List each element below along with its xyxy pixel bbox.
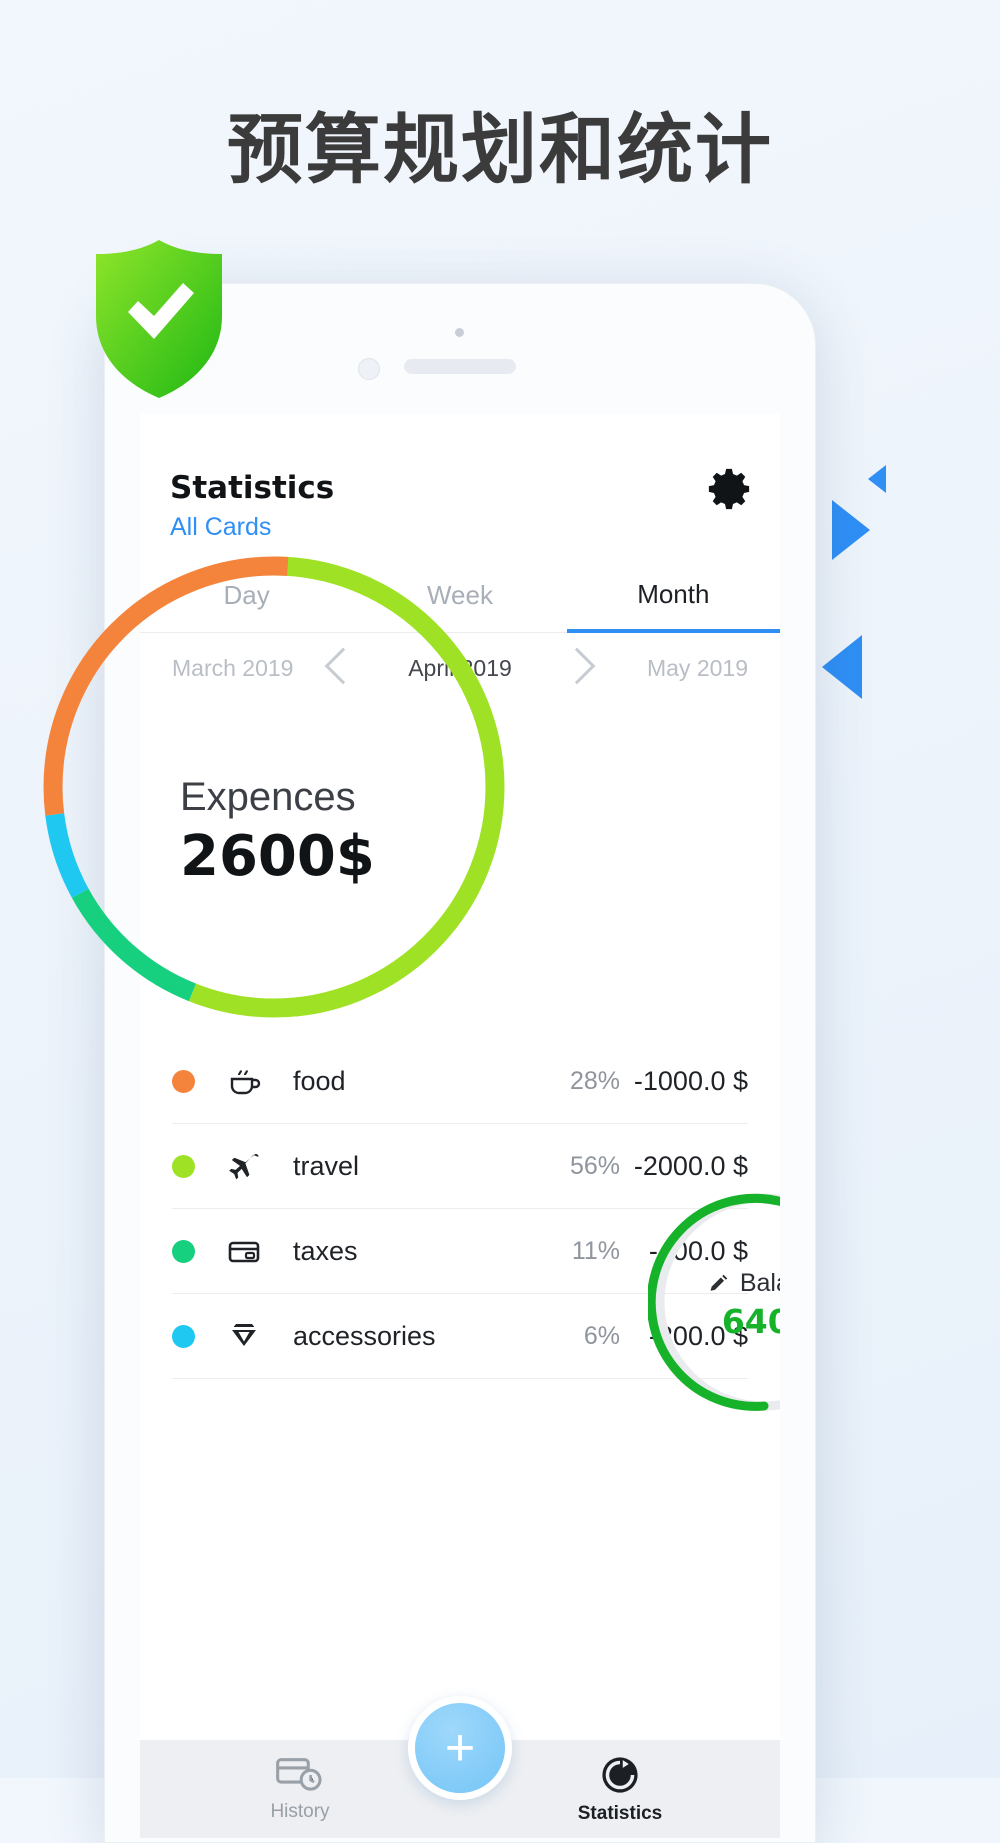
list-item[interactable]: travel 56% -2000.0 $	[172, 1124, 748, 1209]
category-color-dot	[172, 1069, 195, 1093]
balance-label: Balance	[739, 1269, 780, 1297]
arrow-right-small-icon	[868, 465, 886, 493]
page-title-statistics: Statistics	[170, 470, 335, 506]
bottom-nav-history-label: History	[270, 1801, 330, 1822]
category-name: food	[293, 1065, 346, 1096]
bottom-nav-statistics-label: Statistics	[577, 1803, 663, 1824]
credit-card-icon	[221, 1231, 267, 1271]
history-card-icon	[276, 1758, 322, 1791]
phone-camera-icon	[358, 358, 380, 380]
category-amount: -2000.0 $	[633, 1150, 748, 1181]
category-percent: 28%	[569, 1066, 620, 1095]
airplane-icon	[221, 1146, 267, 1186]
balance-value: 6400 $	[721, 1302, 780, 1341]
plus-icon: +	[444, 1719, 476, 1777]
list-item[interactable]: food 28% -1000.0 $	[172, 1039, 748, 1124]
category-color-dot	[172, 1324, 195, 1348]
arrow-left-icon	[822, 635, 862, 699]
statistics-icon	[602, 1757, 638, 1793]
category-percent: 56%	[569, 1151, 620, 1180]
page-title: 预算规划和统计	[227, 105, 773, 194]
all-cards-link[interactable]: All Cards	[170, 513, 272, 541]
tab-day[interactable]: Day	[140, 559, 354, 633]
expenses-value: 2600$	[180, 824, 375, 889]
category-percent: 11%	[571, 1236, 620, 1265]
expenses-summary: Expences 2600$	[140, 709, 780, 1039]
add-transaction-button[interactable]: +	[408, 1696, 512, 1800]
gear-icon[interactable]	[706, 466, 752, 512]
tab-month[interactable]: Month	[566, 559, 780, 633]
phone-speaker	[404, 359, 516, 374]
period-tabs: Day Week Month	[140, 559, 780, 633]
category-name: taxes	[293, 1235, 358, 1266]
app-header: Statistics All Cards	[140, 414, 780, 559]
category-percent: 6%	[583, 1321, 620, 1350]
expenses-label: Expences	[180, 775, 356, 819]
balance-donut-chart	[648, 1193, 780, 1411]
category-color-dot	[172, 1154, 195, 1178]
category-list: food 28% -1000.0 $ travel 56% -2000.0 $	[140, 1039, 780, 1379]
shield-check-icon	[96, 240, 222, 398]
app-screen: Statistics All Cards Day Week Month Marc…	[140, 414, 780, 1838]
category-amount: -1000.0 $	[633, 1065, 748, 1096]
month-navigator: March 2019 April 2019 May 2019	[140, 633, 780, 709]
month-next-label[interactable]: May 2019	[646, 655, 748, 681]
tab-week[interactable]: Week	[353, 559, 567, 633]
diamond-icon	[221, 1316, 267, 1356]
coffee-cup-icon	[221, 1061, 267, 1101]
category-name: travel	[293, 1150, 360, 1181]
arrow-right-icon	[832, 500, 870, 560]
category-name: accessories	[293, 1320, 436, 1351]
phone-sensor-dot	[455, 328, 464, 337]
category-color-dot	[172, 1239, 195, 1263]
pencil-icon[interactable]	[708, 1272, 730, 1294]
